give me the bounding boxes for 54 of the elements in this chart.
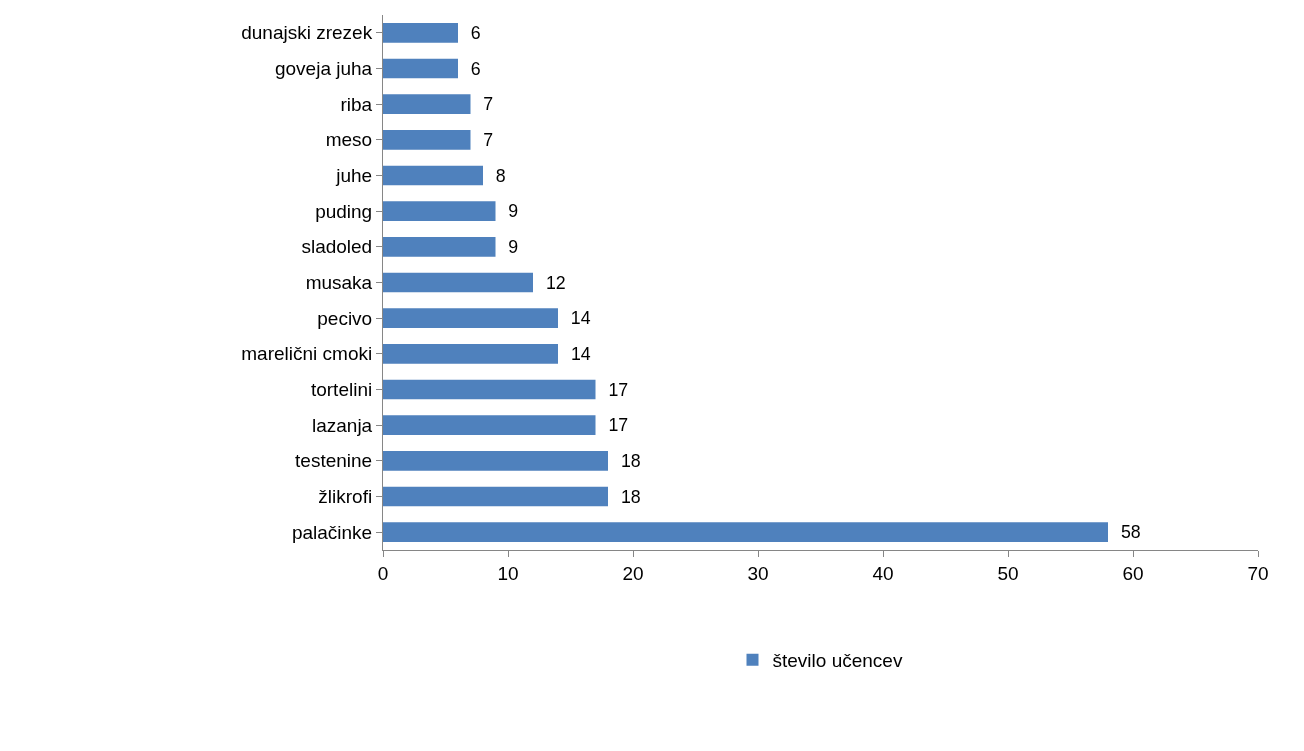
x-tick-label: 30 — [747, 562, 769, 584]
y-tick-label: tortelini — [310, 379, 373, 401]
bar — [383, 237, 496, 257]
data-label: 12 — [536, 272, 566, 293]
data-label: 14 — [561, 343, 591, 364]
x-tick-label: 40 — [872, 562, 894, 584]
y-tick-label: lazanja — [311, 414, 373, 436]
data-label: 18 — [611, 450, 641, 471]
legend-label: število učencev — [772, 650, 903, 672]
bar — [383, 165, 483, 186]
data-label: 7 — [473, 129, 494, 150]
data-label: 6 — [460, 58, 481, 79]
data-label: 14 — [561, 308, 591, 329]
y-tick-label: dunajski zrezek — [241, 22, 373, 44]
bar — [383, 344, 558, 364]
y-tick-label: marelični cmoki — [241, 343, 373, 365]
data-label: 7 — [473, 94, 494, 115]
y-tick-label: juhe — [335, 165, 373, 187]
data-label: 18 — [611, 486, 641, 507]
data-label: 9 — [498, 201, 519, 222]
bar — [383, 522, 1108, 542]
bar — [383, 415, 596, 435]
data-label: 17 — [598, 379, 629, 400]
y-tick-label: sladoled — [301, 236, 373, 258]
bar — [383, 94, 471, 114]
data-label: 17 — [598, 415, 629, 436]
y-tick-label: žlikrofi — [318, 486, 373, 508]
y-tick-label: pecivo — [317, 307, 373, 329]
x-tick-label: 10 — [497, 562, 519, 584]
x-tick-label: 70 — [1247, 562, 1269, 584]
bar — [383, 308, 558, 328]
bar — [383, 486, 608, 507]
data-label: 8 — [485, 165, 506, 186]
x-tick-label: 20 — [622, 562, 644, 584]
data-label: 58 — [1111, 522, 1141, 543]
bar — [383, 201, 496, 221]
y-tick-label: riba — [340, 93, 373, 115]
bar — [383, 130, 471, 150]
data-label: 6 — [460, 22, 481, 43]
bar — [383, 23, 458, 43]
data-label: 9 — [498, 236, 519, 257]
x-tick-label: 50 — [997, 562, 1019, 584]
bar — [383, 451, 608, 471]
y-tick-label: goveja juha — [275, 58, 373, 80]
bar — [383, 379, 596, 400]
y-tick-label: testenine — [295, 450, 373, 472]
y-tick-label: musaka — [305, 272, 373, 294]
x-tick-label: 0 — [377, 562, 389, 584]
y-tick-label: meso — [325, 129, 373, 151]
bar — [383, 58, 458, 79]
x-tick-label: 60 — [1122, 562, 1144, 584]
y-tick-label: puding — [315, 200, 373, 222]
bar — [383, 272, 533, 293]
y-tick-label: palačinke — [291, 521, 373, 543]
